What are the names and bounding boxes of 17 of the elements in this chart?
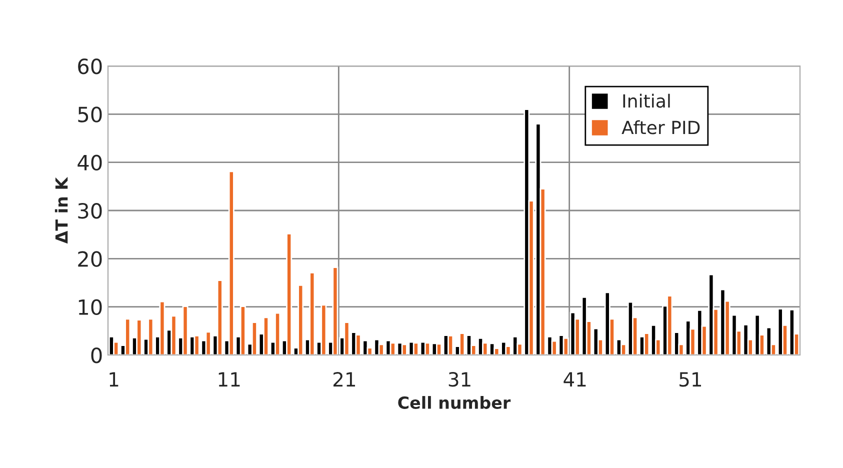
- y-tick-label: 40: [78, 154, 102, 171]
- x-tick-label: 51: [680, 372, 702, 387]
- y-tick-label: 30: [78, 202, 102, 219]
- legend-label: After PID: [622, 120, 700, 134]
- y-tick-label: 60: [78, 58, 102, 74]
- y-tick-label: 20: [78, 251, 102, 267]
- x-tick-label: 41: [564, 372, 586, 386]
- x-tick-label: 1: [110, 372, 118, 386]
- y-tick-label: 10: [78, 299, 102, 316]
- y-axis-title: ΔT in K: [54, 176, 68, 244]
- x-tick-label: 21: [333, 372, 356, 386]
- x-tick-label: 11: [218, 372, 240, 386]
- x-tick-label: 31: [448, 372, 470, 387]
- x-axis-title: Cell number: [398, 396, 511, 409]
- legend-label: Initial: [623, 94, 670, 108]
- y-tick-label: 0: [91, 347, 102, 364]
- y-tick-label: 50: [78, 106, 102, 122]
